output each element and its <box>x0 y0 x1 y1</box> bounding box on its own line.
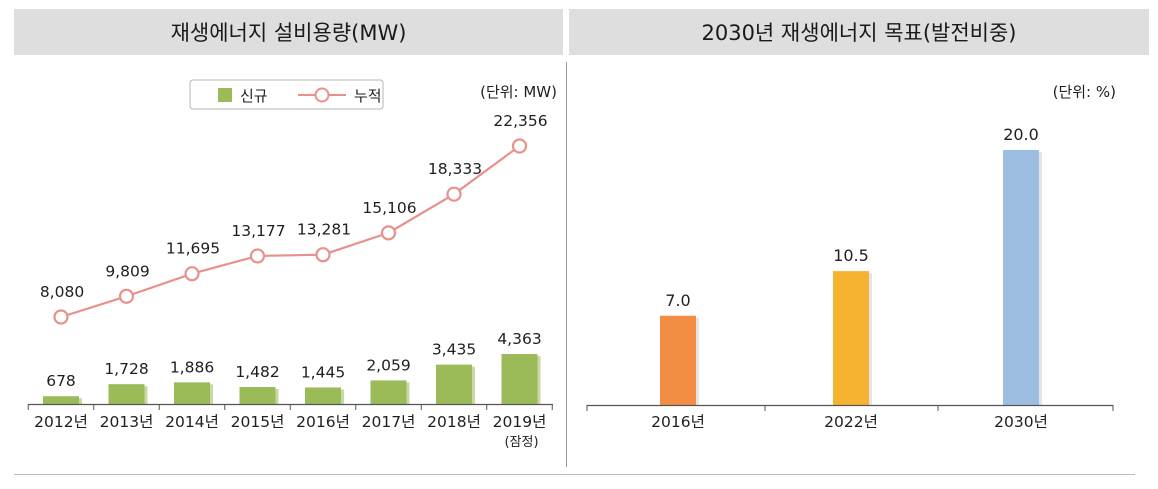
bottom-rule <box>14 474 1135 475</box>
line-label: 22,356 <box>493 112 547 130</box>
right-unit-label: (단위: %) <box>1053 83 1116 101</box>
left-category-label: 2017년 <box>362 413 416 431</box>
left-category-label: 2014년 <box>165 413 219 431</box>
right-panel-title: 2030년 재생에너지 목표(발전비중) <box>569 9 1149 55</box>
target-bar-label: 10.5 <box>833 246 869 265</box>
legend-line-marker <box>314 87 330 103</box>
bar-shadow <box>341 389 344 404</box>
panel-divider <box>566 62 567 467</box>
bar-label: 678 <box>46 372 76 390</box>
bar-new-2015년 <box>239 387 276 404</box>
bar-shadow <box>275 389 279 404</box>
line-label: 18,333 <box>428 160 482 178</box>
line-point-2019년 <box>511 138 528 154</box>
bar-label: 3,435 <box>432 341 476 359</box>
line-label: 11,695 <box>166 240 220 258</box>
left-unit-label: (단위: MW) <box>480 83 557 101</box>
line-point-2018년 <box>446 186 462 202</box>
bar-new-2012년 <box>43 396 79 404</box>
bar-label: 1,445 <box>301 363 345 381</box>
left-category-note: (잠정) <box>504 435 538 450</box>
bar-new-2019년 <box>501 354 538 404</box>
line-cumulative <box>60 145 521 319</box>
line-point-2013년 <box>118 288 135 304</box>
line-label: 9,809 <box>105 262 149 280</box>
bar-shadow <box>472 366 475 404</box>
line-point-2014년 <box>184 266 200 282</box>
target-bar-label: 20.0 <box>1003 125 1039 144</box>
bar-shadow <box>406 382 410 404</box>
bar-shadow <box>537 356 541 404</box>
bar-new-2014년 <box>174 382 210 404</box>
line-point-2017년 <box>380 225 397 241</box>
right-category-label: 2030년 <box>994 413 1048 431</box>
left-panel-title: 재생에너지 설비용량(MW) <box>14 9 563 55</box>
legend-bar-label: 신규 <box>240 87 268 105</box>
line-point-2012년 <box>53 309 69 325</box>
line-label: 15,106 <box>362 199 416 217</box>
bar-label: 1,728 <box>104 360 148 378</box>
left-category-label: 2013년 <box>100 413 154 431</box>
target-bar-label: 7.0 <box>665 291 690 310</box>
line-label: 8,080 <box>40 283 84 301</box>
bar-label: 1,482 <box>235 363 279 381</box>
right-category-label: 2016년 <box>651 413 705 431</box>
bar-label: 2,059 <box>366 356 410 374</box>
bar-label: 1,886 <box>170 358 214 376</box>
line-label: 13,177 <box>231 222 285 240</box>
bar-shadow <box>210 384 213 404</box>
left-category-label: 2015년 <box>231 413 285 431</box>
legend-line-label: 누적 <box>354 87 382 105</box>
left-category-label: 2018년 <box>427 413 481 431</box>
right-category-label: 2022년 <box>824 413 878 431</box>
bar-label: 4,363 <box>497 330 541 348</box>
target-bar-2016년 <box>660 315 696 405</box>
bar-new-2013년 <box>108 384 145 404</box>
target-bar-2030년 <box>1003 150 1039 405</box>
bar-shadow <box>1039 152 1042 405</box>
line-label: 13,281 <box>297 221 351 239</box>
bar-shadow <box>144 386 148 404</box>
bar-new-2017년 <box>370 380 407 404</box>
line-point-2016년 <box>315 247 331 263</box>
legend-box <box>189 79 384 110</box>
bar-new-2018년 <box>436 364 472 404</box>
bar-shadow <box>79 398 82 404</box>
bar-new-2016년 <box>305 387 341 404</box>
left-category-label: 2019년 <box>493 413 547 431</box>
left-category-label: 2016년 <box>296 413 350 431</box>
target-bar-2022년 <box>833 271 869 405</box>
bar-shadow <box>869 273 872 405</box>
left-category-label: 2012년 <box>34 413 88 431</box>
bar-shadow <box>696 317 699 405</box>
legend-bar-swatch <box>218 88 232 102</box>
line-point-2015년 <box>249 248 266 264</box>
